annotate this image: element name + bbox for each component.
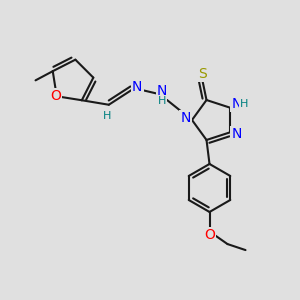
Text: H: H: [158, 96, 166, 106]
Text: O: O: [50, 89, 61, 103]
Text: O: O: [204, 228, 215, 242]
Text: N: N: [180, 112, 190, 125]
Text: N: N: [231, 127, 242, 141]
Text: N: N: [231, 97, 242, 111]
Text: H: H: [240, 99, 249, 109]
Text: N: N: [157, 84, 167, 98]
Text: S: S: [198, 67, 206, 81]
Text: H: H: [103, 111, 112, 121]
Text: N: N: [132, 80, 142, 94]
